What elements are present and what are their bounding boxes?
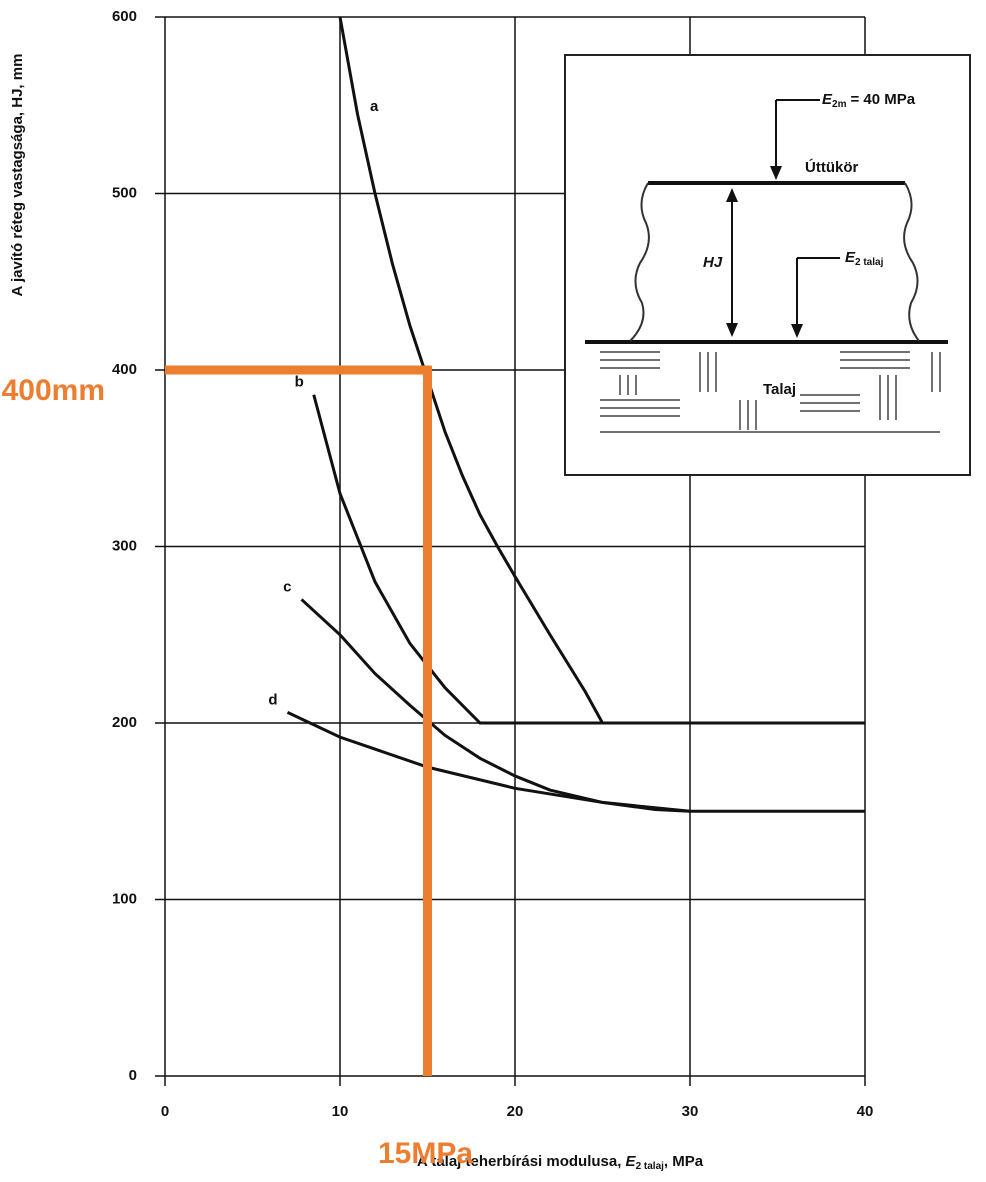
x-tick-label: 30 [682, 1103, 699, 1120]
chart: A javító réteg vastagsága, HJ, mm A tala… [0, 0, 986, 1182]
y-tick-label: 300 [112, 537, 137, 554]
x-axis-sub: 2 talaj [636, 1161, 665, 1172]
y-tick-label: 400 [112, 361, 137, 378]
series-label: c [283, 578, 291, 595]
series-line [302, 599, 866, 811]
inset-diagram: E2m= 40 MPa Úttükör HJ E2 talaj Talaj [565, 55, 970, 475]
y-axis-title: A javító réteg vastagsága, HJ, mm [9, 54, 26, 297]
x-tick-label: 40 [857, 1103, 874, 1120]
annotation: 15MPa [378, 1137, 473, 1170]
x-axis-unit: , MPa [664, 1153, 704, 1170]
surface-label: Úttükör [805, 158, 858, 176]
y-tick-label: 0 [129, 1067, 137, 1084]
inset-frame [565, 55, 970, 475]
load-rest: = 40 MPa [850, 91, 915, 108]
x-tick-label: 10 [332, 1103, 349, 1120]
y-tick-label: 200 [112, 714, 137, 731]
x-tick-label: 0 [161, 1103, 169, 1120]
load-sub: 2m [832, 99, 847, 110]
y-tick-label: 600 [112, 8, 137, 25]
soil-label: Talaj [763, 381, 796, 398]
series-label: b [295, 374, 304, 391]
thickness-label: HJ [703, 254, 723, 271]
series-label: d [268, 691, 277, 708]
y-tick-label: 100 [112, 890, 137, 907]
subgrade-sub: 2 talaj [855, 257, 884, 268]
x-tick-label: 20 [507, 1103, 524, 1120]
y-tick-label: 500 [112, 184, 137, 201]
annotation: 400mm [2, 374, 105, 407]
series-label: a [370, 98, 379, 115]
